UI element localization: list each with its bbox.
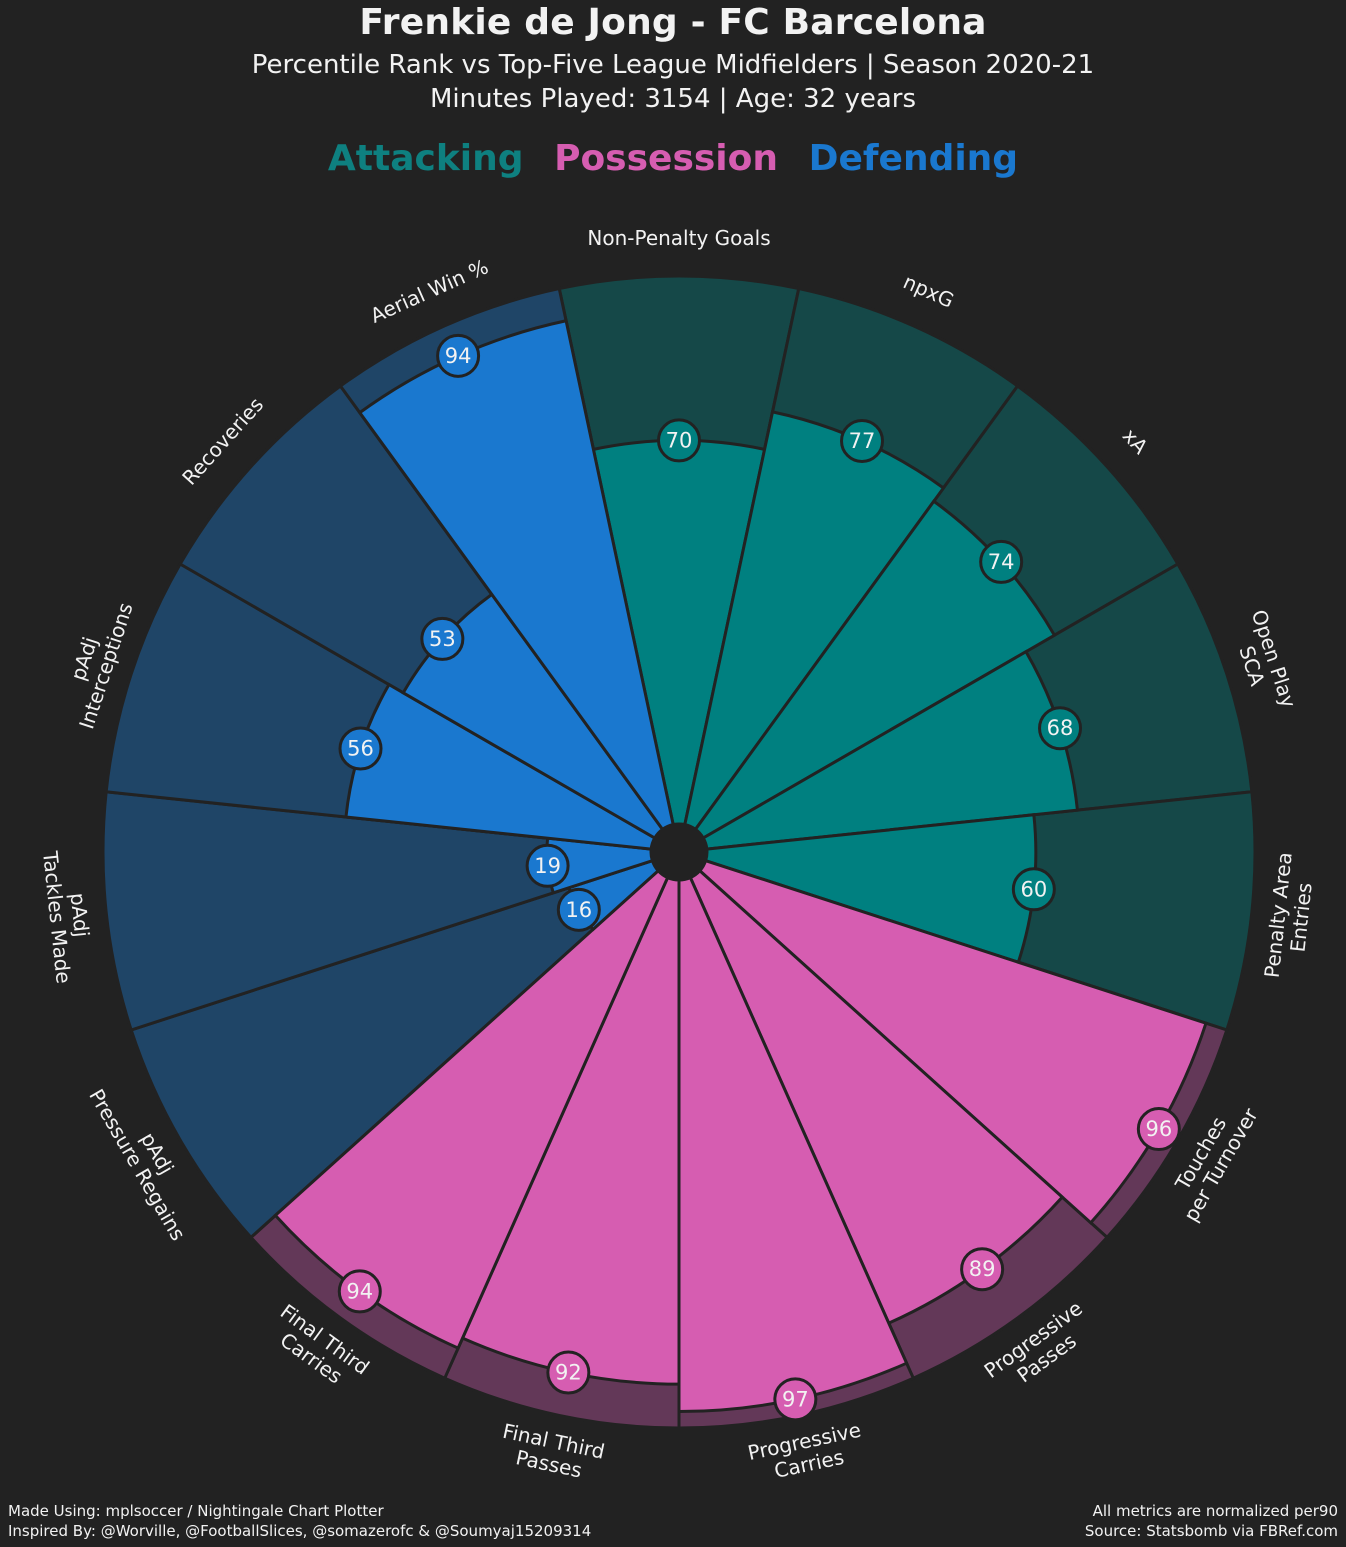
value-label-padj-interceptions: 56 [347,737,374,761]
footer-data-source: Source: Statsbomb via FBRef.com [1085,1521,1338,1541]
value-label-npxg: 77 [849,429,876,453]
param-label-non-penalty-goals: Non-Penalty Goals [587,226,770,250]
value-label-xa: 74 [988,550,1015,574]
value-badge-touches-per-turnover: 96 [1138,1109,1179,1150]
footer-made-using: Made Using: mplsoccer / Nightingale Char… [8,1501,591,1521]
value-badge-npxg: 77 [842,420,883,461]
value-badge-final-third-carries: 94 [339,1271,380,1312]
param-label-penalty-area-entries: Penalty AreaEntries [1260,851,1320,981]
value-badge-recoveries: 53 [422,618,463,659]
value-label-penalty-area-entries: 60 [1020,877,1047,901]
param-label-line: npxG [900,269,958,312]
value-label-final-third-passes: 92 [555,1361,582,1385]
value-label-non-penalty-goals: 70 [666,428,693,452]
value-label-progressive-passes: 89 [969,1257,996,1281]
value-badge-padj-interceptions: 56 [340,728,381,769]
param-label-padj-tackles-made: pAdjTackles Made [38,847,99,985]
value-label-aerial-win-pct: 94 [445,344,472,368]
value-label-final-third-carries: 94 [346,1279,373,1303]
value-badge-padj-tackles-made: 19 [527,845,568,886]
value-label-touches-per-turnover: 96 [1145,1117,1172,1141]
value-label-recoveries: 53 [429,627,456,651]
param-label-xa: xA [1118,424,1153,459]
value-badge-xa: 74 [981,541,1022,582]
param-label-line: xA [1118,424,1153,459]
value-badge-penalty-area-entries: 60 [1013,869,1054,910]
value-label-open-play-sca: 68 [1047,716,1074,740]
footer-inspired-by: Inspired By: @Worville, @FootballSlices,… [8,1521,591,1541]
value-badge-open-play-sca: 68 [1040,708,1081,749]
param-label-npxg: npxG [900,269,958,312]
footer-normalized-note: All metrics are normalized per90 [1085,1501,1338,1521]
param-label-progressive-carries: ProgressiveCarries [745,1418,867,1488]
footer-credits: Made Using: mplsoccer / Nightingale Char… [8,1501,591,1541]
value-label-padj-pressure-regains: 16 [565,898,592,922]
value-label-progressive-carries: 97 [782,1387,809,1411]
value-badge-final-third-passes: 92 [548,1352,589,1393]
value-badge-progressive-passes: 89 [962,1249,1003,1290]
value-badge-non-penalty-goals: 70 [659,420,700,461]
footer-source: All metrics are normalized per90 Source:… [1085,1501,1338,1541]
value-badge-progressive-carries: 97 [775,1379,816,1420]
value-badge-aerial-win-pct: 94 [438,335,479,376]
center-circle [651,824,707,880]
value-badge-padj-pressure-regains: 16 [558,889,599,930]
param-label-line: Non-Penalty Goals [587,226,770,250]
param-label-final-third-passes: Final ThirdPasses [496,1419,607,1486]
value-label-padj-tackles-made: 19 [534,854,561,878]
